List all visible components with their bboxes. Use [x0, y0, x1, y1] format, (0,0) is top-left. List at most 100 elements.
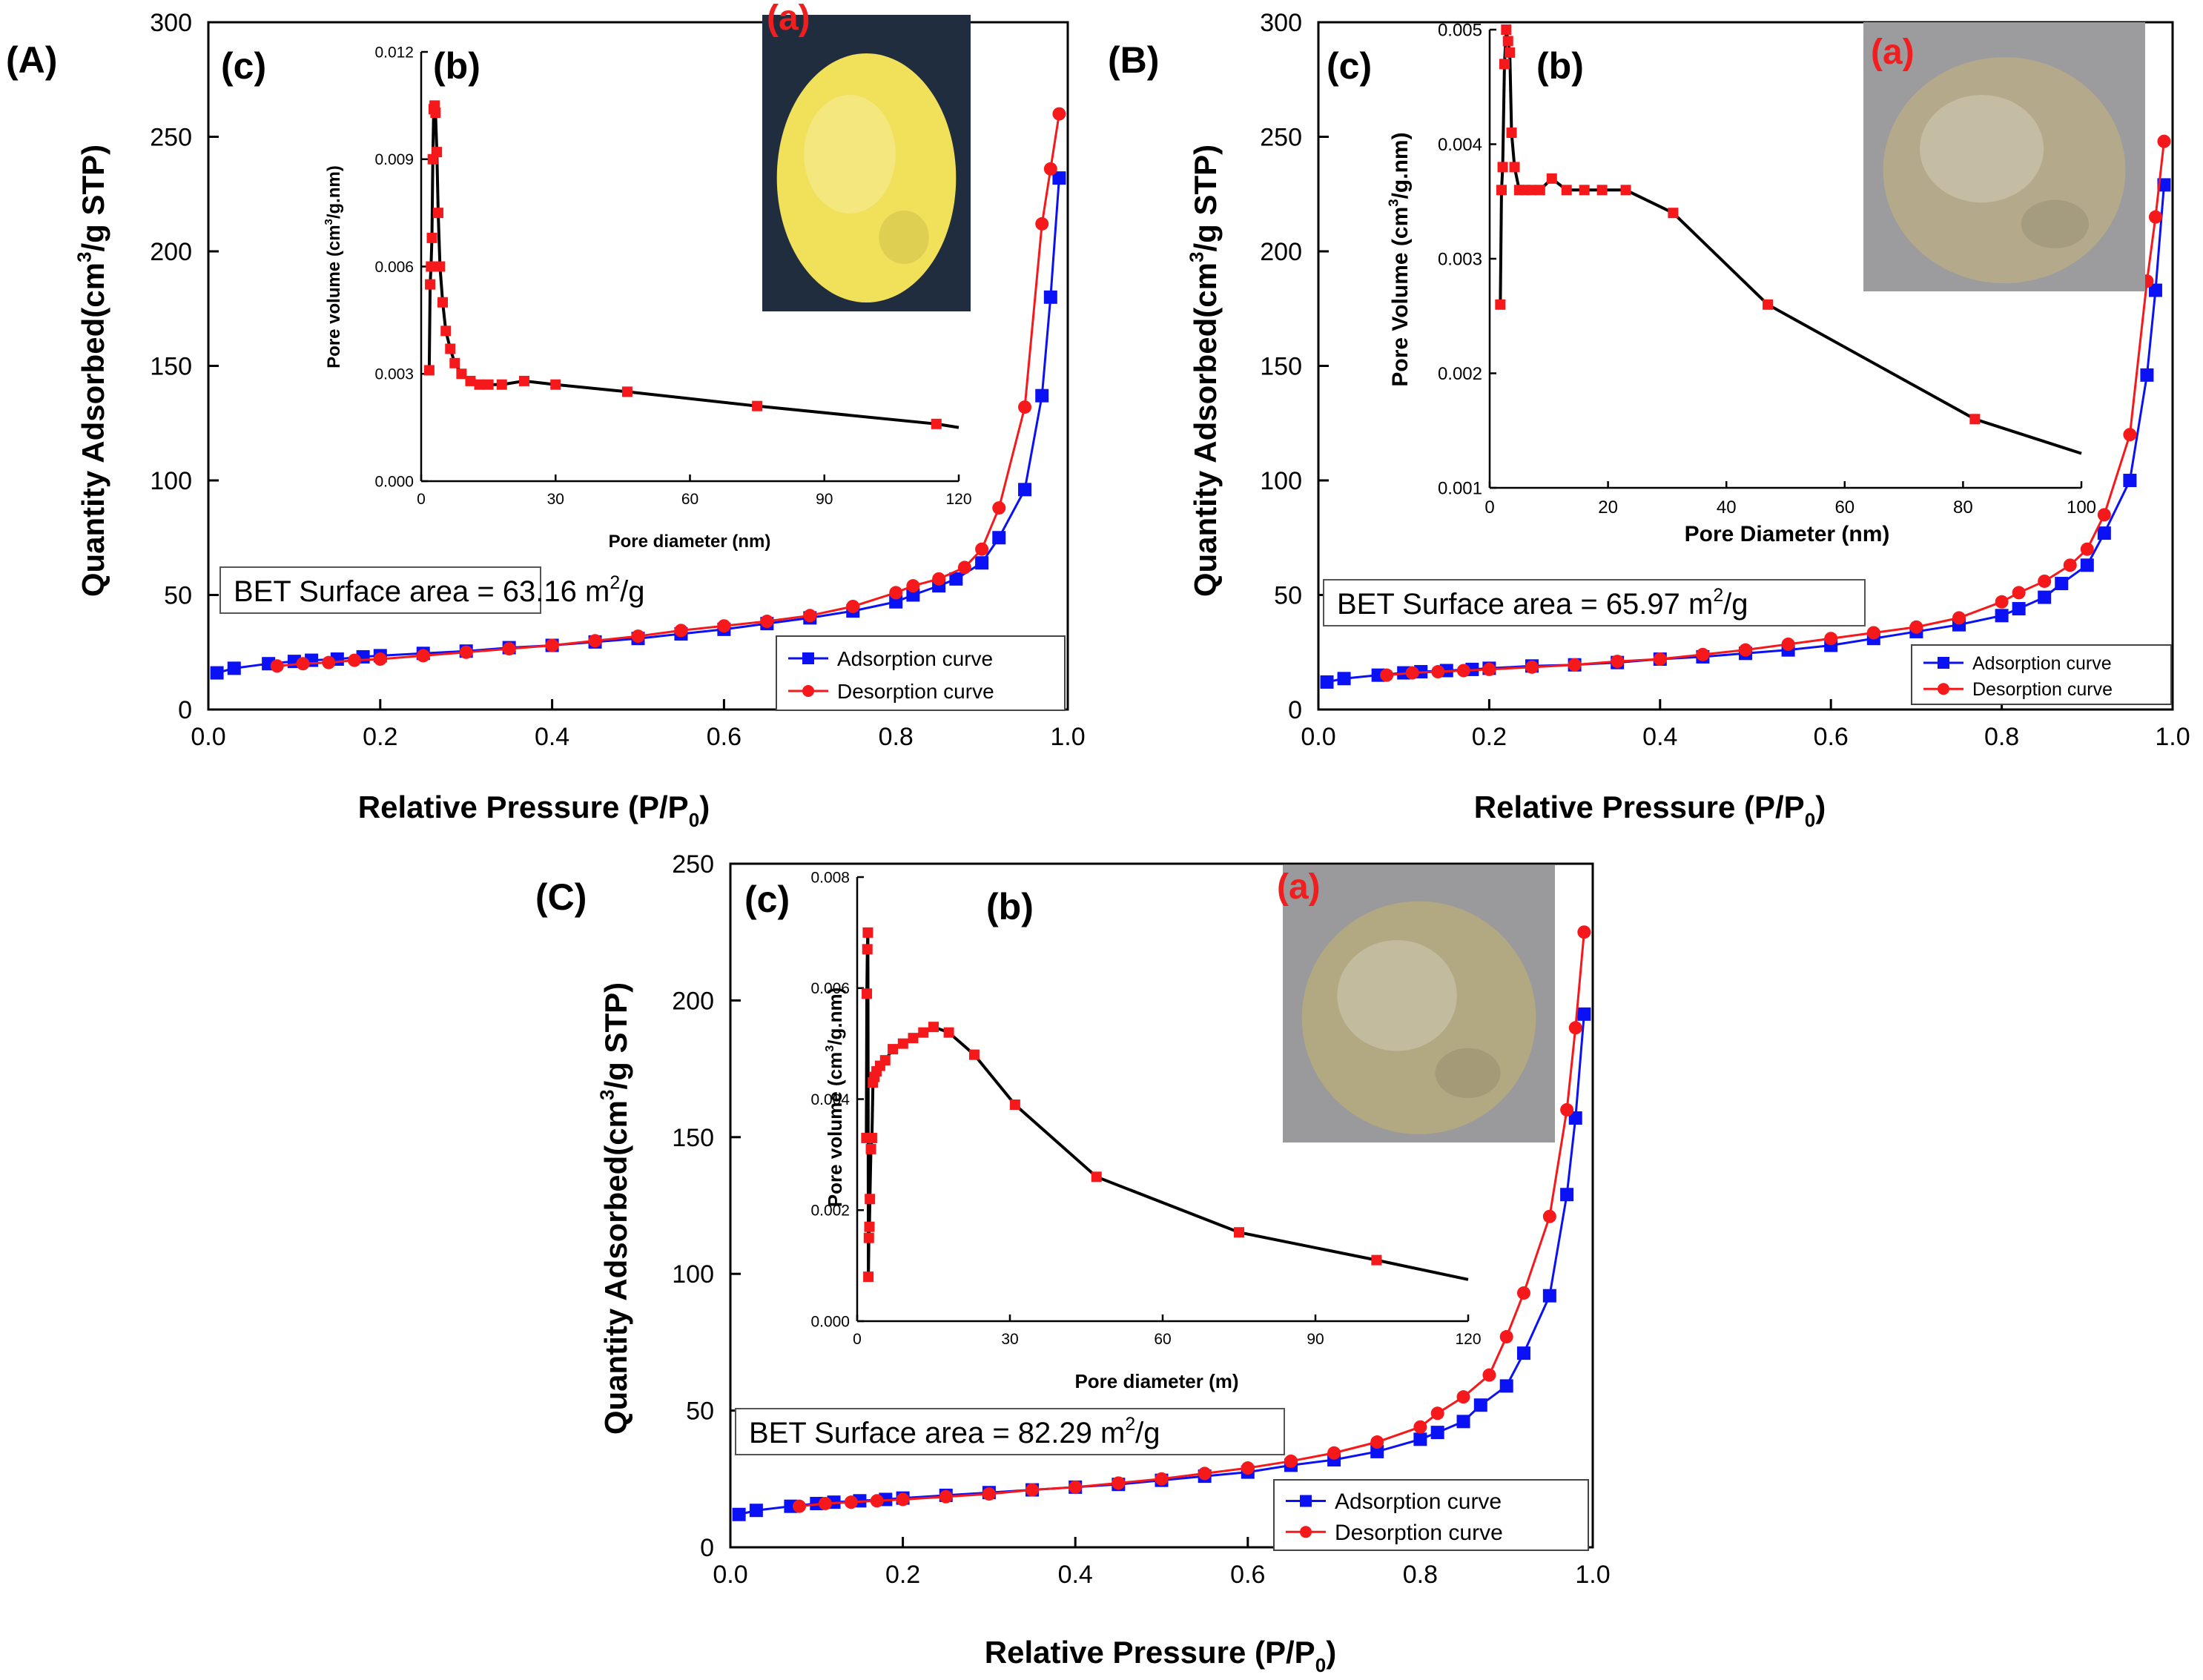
panel-b-desorption-point	[1696, 647, 1710, 661]
panel-c-y-axis-label-part: Quantity Adsorbed(cm	[598, 1100, 633, 1435]
panel-c-inset-psd-point	[866, 1132, 877, 1143]
panel-c-legend-label: Adsorption curve	[1335, 1489, 1502, 1514]
panel-a-inset-y-tick-label: 0.003	[374, 366, 414, 383]
panel-c-desorption-point	[1568, 1021, 1582, 1035]
panel-c-desorption-point	[844, 1495, 858, 1509]
panel-c-inset-y-tick-label: 0.008	[810, 869, 850, 886]
panel-b-desorption-point	[1525, 660, 1539, 674]
panel-a-inset-psd-point	[752, 400, 763, 411]
panel-b-legend-marker	[1938, 657, 1949, 669]
panel-a-inset-psd-point	[425, 279, 436, 290]
panel-a-inset-y-axis-label-part: 3	[323, 219, 335, 225]
panel-b-inset-psd-point	[1496, 185, 1507, 196]
panel-a-adsorption-point	[1018, 483, 1032, 497]
panel-a-adsorption-point	[975, 556, 989, 570]
panel-c-bet-annotation-part: /g	[1135, 1417, 1160, 1449]
panel-a-inset-psd-point	[426, 261, 437, 272]
panel-a-inset-y-axis-label-part: Pore volume (cm	[324, 225, 344, 368]
panel-c-desorption-point	[1284, 1454, 1298, 1468]
panel-a-x-axis-label-part: 0	[689, 809, 699, 831]
panel-a-desorption-point	[459, 645, 473, 659]
panel-c-inset-psd-point	[879, 1055, 891, 1066]
panel-b-x-tick-label: 0.0	[1301, 723, 1335, 751]
panel-b-legend-box	[1911, 644, 2172, 705]
panel-b-inset-y-axis-label-part: /g.nm)	[1388, 132, 1413, 199]
panel-c-inset-x-axis-label: Pore diameter (m)	[1074, 1370, 1238, 1392]
panel-b-x-axis-label-part: 0	[1805, 809, 1815, 831]
panel-a-inset-psd-point	[435, 261, 446, 272]
panel-b-y-tick-label: 150	[1260, 353, 1302, 381]
panel-b-desorption-point	[2080, 542, 2094, 556]
panel-c-adsorption-point	[1473, 1398, 1487, 1412]
panel-c-legend-marker	[1300, 1526, 1312, 1538]
panel-a-inset-x-tick-label: 120	[945, 491, 971, 508]
panel-c-desorption-point	[1456, 1390, 1470, 1404]
panel-c-desorption-point	[1542, 1209, 1556, 1223]
panel-c-y-tick-label: 150	[672, 1124, 714, 1152]
panel-c-inset-psd-point	[863, 1232, 874, 1243]
panel-c-plot-frame	[729, 862, 1594, 1549]
panel-b-desorption-point	[2157, 134, 2171, 148]
panel-b-adsorption-point	[2097, 526, 2111, 540]
panel-c-inset-psd-point	[1009, 1099, 1020, 1110]
panel-b-tag-c: (c)	[1327, 45, 1372, 87]
panel-c-x-tick-label: 1.0	[1575, 1561, 1610, 1589]
panel-a-y-tick-label: 250	[150, 124, 192, 152]
panel-b-desorption-point	[1824, 632, 1838, 646]
panel-b-inset-x-tick-label: 60	[1834, 497, 1854, 517]
panel-a-inset-psd-point	[437, 297, 448, 308]
panel-c-desorption-point	[896, 1492, 910, 1507]
panel-a-desorption-point	[502, 642, 516, 656]
panel-c-x-tick-label: 0.6	[1230, 1561, 1265, 1589]
panel-c-y-axis-label-part: /g STP)	[598, 982, 633, 1090]
panel-b-inset-x-tick-label: 100	[2067, 497, 2096, 517]
panel-a-x-tick-label: 0.2	[363, 723, 397, 751]
panel-a-desorption-point	[1035, 216, 1049, 231]
panel-b-tag-a: (a)	[1871, 33, 1915, 72]
panel-a-adsorption-point	[906, 588, 920, 602]
panel-b-x-axis-label: Relative Pressure (P/P0)	[1474, 790, 1826, 831]
panel-c-adsorption-point	[732, 1507, 746, 1521]
panel-a-y-tick-label: 300	[150, 9, 192, 37]
panel-a-desorption-point	[631, 629, 645, 644]
panel-c-adsorption-point	[1430, 1426, 1444, 1440]
panel-c-adsorption-point	[1542, 1289, 1556, 1303]
panel-b-photo-highlight	[1920, 95, 2044, 203]
panel-b-inset-x-tick-label: 0	[1484, 497, 1494, 517]
panel-c-legend-box	[1273, 1479, 1589, 1551]
panel-a-desorption-point	[322, 655, 336, 669]
panel-c-desorption-point	[1516, 1286, 1530, 1300]
panel-c-tag-c: (c)	[744, 879, 790, 920]
panel-c-adsorption-point	[1370, 1444, 1384, 1458]
panel-c-legend-label: Desorption curve	[1335, 1521, 1503, 1545]
panel-b-inset-psd-point	[1497, 162, 1508, 173]
panel-b-inset-psd-point	[1579, 185, 1590, 196]
panel-a-desorption-point	[992, 501, 1006, 515]
panel-a-inset-psd-point	[456, 368, 467, 380]
panel-a: 0.0 0.2 0.4 0.6 0.8 1.0050100150200250300Rela…	[6, 0, 1086, 831]
panel-b-inset-x-tick-label: 20	[1598, 497, 1618, 517]
panel-c-inset-psd-point	[1234, 1227, 1244, 1238]
panel-c-x-tick-label: 0.8	[1403, 1561, 1438, 1589]
panel-b-desorption-point	[1431, 665, 1445, 679]
panel-c-tag: (C)	[535, 876, 587, 918]
panel-a-desorption-point	[957, 560, 971, 575]
panel-a-legend-label: Adsorption curve	[837, 647, 993, 670]
panel-a-x-axis-label: Relative Pressure (P/P0)	[358, 790, 710, 831]
panel-c-inset-y-axis-label-part: /g.nm)	[824, 988, 846, 1045]
panel-b-y-tick-label: 200	[1260, 238, 1302, 266]
panel-c-desorption-point	[1413, 1420, 1427, 1434]
panel-b-desorption-point	[1653, 652, 1667, 667]
panel-a-y-tick-label: 100	[150, 467, 192, 495]
panel-a-x-axis-label-part: )	[699, 790, 710, 824]
panel-c-desorption-point	[1577, 925, 1591, 939]
panel-b-inset-psd-point	[1596, 185, 1608, 196]
panel-b-desorption-point	[1866, 626, 1880, 640]
panel-a-legend-box	[776, 635, 1066, 711]
panel-b-adsorption-point	[1995, 609, 2009, 623]
panel-c-x-axis-label-part: Relative Pressure (P/P	[985, 1635, 1315, 1670]
panel-b-desorption-point	[2097, 508, 2111, 522]
panel-a-adsorption-point	[1035, 388, 1049, 403]
panel-a-bet-annotation-part: BET Surface area = 63.16 m	[234, 575, 610, 608]
